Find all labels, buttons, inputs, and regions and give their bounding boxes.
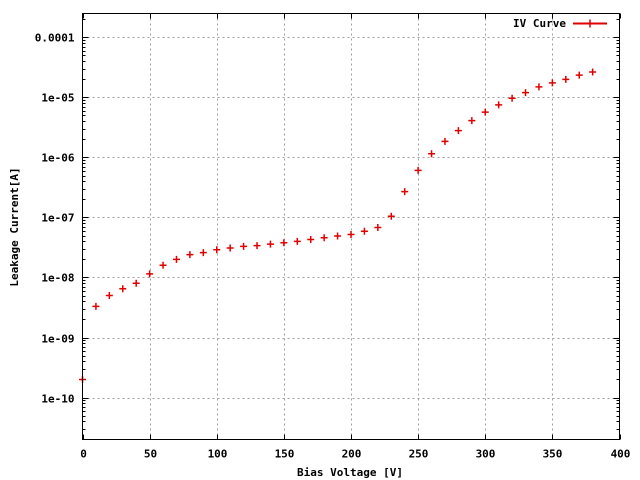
data-point	[226, 244, 234, 252]
y-tick-label: 0.0001	[35, 32, 75, 45]
y-tick-label: 1e-08	[41, 272, 74, 285]
data-point	[199, 249, 207, 257]
data-point	[146, 270, 154, 278]
y-tick-label: 1e-05	[41, 92, 74, 105]
x-tick-label: 400	[611, 448, 631, 461]
x-axis-ticks: 0 50 100 150 200 250 300 350 400	[80, 13, 631, 461]
grid-lines	[82, 13, 620, 440]
x-tick-label: 200	[342, 448, 362, 461]
data-point	[522, 89, 530, 97]
data-point	[454, 127, 462, 135]
data-point	[213, 246, 221, 254]
data-point	[548, 79, 556, 87]
x-tick-label: 250	[409, 448, 429, 461]
data-point	[159, 261, 167, 269]
data-point	[562, 75, 570, 83]
data-point	[441, 137, 449, 145]
data-point	[508, 94, 516, 102]
data-point	[535, 83, 543, 91]
data-point	[266, 240, 274, 248]
data-point	[360, 227, 368, 235]
x-tick-label: 100	[208, 448, 228, 461]
data-point	[495, 101, 503, 109]
y-tick-label: 1e-06	[41, 152, 74, 165]
y-axis-ticks: 1e-10 1e-09 1e-08 1e-07 1e-06 1e-05 0.0001	[35, 19, 620, 430]
data-point	[253, 242, 261, 250]
y-tick-label: 1e-10	[41, 393, 74, 406]
x-tick-label: 350	[543, 448, 563, 461]
data-point	[119, 285, 127, 293]
plot-frame	[82, 13, 620, 440]
legend-marker	[586, 19, 594, 28]
data-point	[414, 166, 422, 174]
data-point	[575, 71, 583, 79]
x-tick-label: 150	[275, 448, 295, 461]
data-point	[481, 108, 489, 116]
data-point	[401, 188, 409, 196]
data-point	[105, 292, 113, 300]
x-axis-title: Bias Voltage [V]	[297, 466, 403, 479]
data-point	[240, 242, 248, 250]
x-tick-label: 50	[144, 448, 157, 461]
x-tick-label: 0	[80, 448, 87, 461]
y-tick-label: 1e-09	[41, 333, 74, 346]
data-point	[307, 235, 315, 243]
y-axis-title: Leakage Current[A]	[8, 167, 21, 286]
data-point	[280, 239, 288, 247]
data-point	[387, 212, 395, 220]
data-point	[468, 117, 476, 125]
legend-label: IV Curve	[513, 17, 566, 30]
data-point	[172, 255, 180, 263]
data-point	[92, 302, 100, 310]
data-point	[320, 234, 328, 242]
data-point	[347, 231, 355, 239]
data-points	[79, 68, 597, 383]
x-tick-label: 300	[476, 448, 496, 461]
data-point	[293, 237, 301, 245]
legend: IV Curve	[513, 17, 607, 30]
data-point	[589, 68, 597, 76]
data-point	[374, 224, 382, 232]
y-tick-label: 1e-07	[41, 212, 74, 225]
data-point	[428, 150, 436, 158]
data-point	[186, 251, 194, 259]
data-point	[334, 232, 342, 240]
data-point	[132, 279, 140, 287]
